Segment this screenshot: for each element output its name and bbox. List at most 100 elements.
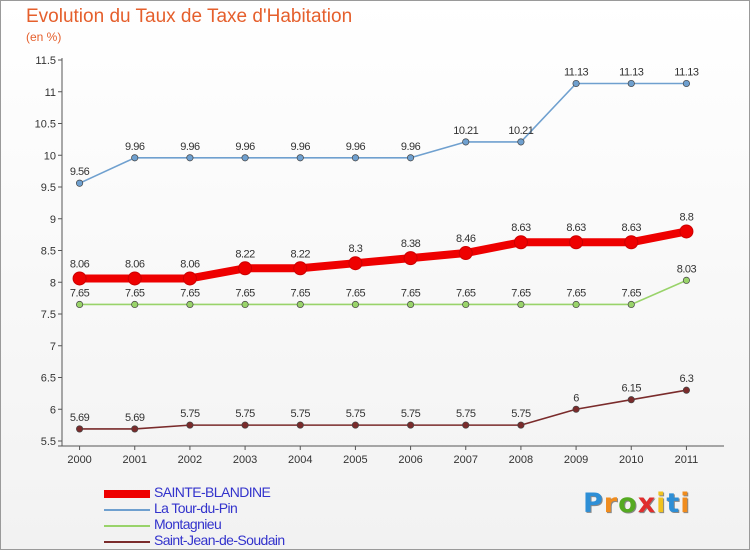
data-label: 8.06 <box>180 258 200 270</box>
legend-item: Montagnieu <box>104 516 404 534</box>
data-label: 11.13 <box>619 66 644 78</box>
data-point <box>127 271 142 286</box>
data-point <box>462 138 470 146</box>
y-tick-label: 9.5 <box>41 182 56 194</box>
x-tick-label: 2003 <box>233 454 257 466</box>
legend-item: Saint-Jean-de-Soudain <box>104 532 404 550</box>
data-point <box>296 154 304 162</box>
y-tick-label: 11.5 <box>35 55 56 67</box>
data-label: 6.15 <box>622 383 642 395</box>
data-point <box>462 300 470 309</box>
data-point <box>351 300 359 309</box>
series-line <box>78 389 688 430</box>
data-label: 10.21 <box>453 125 478 137</box>
data-label: 6 <box>573 392 579 404</box>
x-tick-label: 2000 <box>67 454 91 466</box>
data-point <box>407 421 415 429</box>
x-tick-label: 2009 <box>564 454 588 466</box>
data-point <box>407 154 415 162</box>
legend-label: La Tour-du-Pin <box>154 500 238 516</box>
data-point <box>186 154 194 162</box>
y-tick-label: 6.5 <box>41 373 56 385</box>
chart-subtitle: (en %) <box>26 30 62 44</box>
data-point <box>131 154 139 162</box>
data-point <box>407 300 415 309</box>
data-point <box>186 300 194 309</box>
data-point <box>72 271 87 286</box>
data-point <box>569 235 584 250</box>
data-label: 11.13 <box>674 66 699 78</box>
data-label: 5.75 <box>456 408 476 420</box>
data-label: 8.63 <box>622 222 642 234</box>
series-montagnieu: 7.65 7.65 7.65 7.65 7.65 7.65 7.65 7.65 7.65 7.65… <box>70 263 697 309</box>
data-point <box>76 300 84 309</box>
data-point <box>458 246 473 261</box>
data-point <box>186 421 194 429</box>
data-label: 9.96 <box>235 141 255 153</box>
data-label: 7.65 <box>346 287 366 299</box>
series-line <box>78 279 688 306</box>
data-label: 6.3 <box>680 373 694 385</box>
data-point <box>627 79 635 88</box>
x-tick-label: 2006 <box>398 454 422 466</box>
data-point <box>351 154 359 162</box>
data-label: 8.63 <box>566 222 586 234</box>
data-label: 5.75 <box>511 408 531 420</box>
legend-label: Saint-Jean-de-Soudain <box>154 532 285 548</box>
data-label: 8.03 <box>677 263 697 275</box>
legend-swatch <box>104 525 150 527</box>
data-label: 9.96 <box>180 141 200 153</box>
data-point <box>572 79 580 88</box>
data-label: 9.96 <box>125 141 145 153</box>
data-label: 7.65 <box>180 287 200 299</box>
legend-swatch <box>104 509 150 511</box>
data-point <box>517 138 525 146</box>
data-label: 7.65 <box>622 287 642 299</box>
data-point <box>572 300 580 309</box>
data-label: 5.75 <box>235 408 255 420</box>
data-label: 9.96 <box>346 141 366 153</box>
data-label: 7.65 <box>125 287 145 299</box>
data-label: 7.65 <box>291 287 311 299</box>
data-point <box>462 421 470 429</box>
data-label: 8.38 <box>401 238 421 250</box>
y-tick-label: 7.5 <box>41 309 56 321</box>
data-point <box>351 421 359 429</box>
data-label: 8.22 <box>235 248 255 260</box>
data-point <box>682 276 690 284</box>
data-label: 5.69 <box>125 412 145 424</box>
data-label: 5.75 <box>346 408 366 420</box>
data-label: 8.8 <box>680 211 694 223</box>
legend-item: SAINTE-BLANDINE <box>104 484 404 502</box>
legend-label: Montagnieu <box>154 516 222 532</box>
legend-swatch <box>104 541 150 543</box>
data-point <box>76 179 84 187</box>
data-label: 5.75 <box>180 408 200 420</box>
data-label: 8.3 <box>349 243 363 255</box>
x-tick-label: 2004 <box>288 454 312 466</box>
legend-label: SAINTE-BLANDINE <box>154 484 271 500</box>
data-point <box>403 251 418 266</box>
data-point <box>627 300 635 309</box>
y-tick-label: 9 <box>50 214 56 226</box>
series-sainte-blandine: 8.06 8.06 8.06 8.22 8.22 8.3 8.38 8.46 8.63 8.63 8… <box>70 211 694 286</box>
data-point <box>682 386 690 394</box>
x-tick-label: 2007 <box>454 454 478 466</box>
legend-swatch <box>104 490 150 498</box>
data-label: 8.22 <box>291 248 311 260</box>
y-tick-label: 8 <box>50 277 56 289</box>
data-label: 7.65 <box>566 287 586 299</box>
data-point <box>624 235 639 250</box>
data-point <box>627 396 635 404</box>
data-label: 8.46 <box>456 233 476 245</box>
data-label: 8.06 <box>70 258 90 270</box>
data-label: 8.06 <box>125 258 145 270</box>
data-point <box>241 421 249 429</box>
chart-title: Evolution du Taux de Taxe d'Habitation <box>26 6 353 27</box>
x-tick-label: 2005 <box>343 454 367 466</box>
series-la-tour-du-pin: 9.56 9.96 9.96 9.96 9.96 9.96 9.96 10.21 10.21 11… <box>70 66 699 187</box>
data-point <box>76 425 84 433</box>
data-point <box>679 224 694 239</box>
data-point <box>348 256 363 271</box>
